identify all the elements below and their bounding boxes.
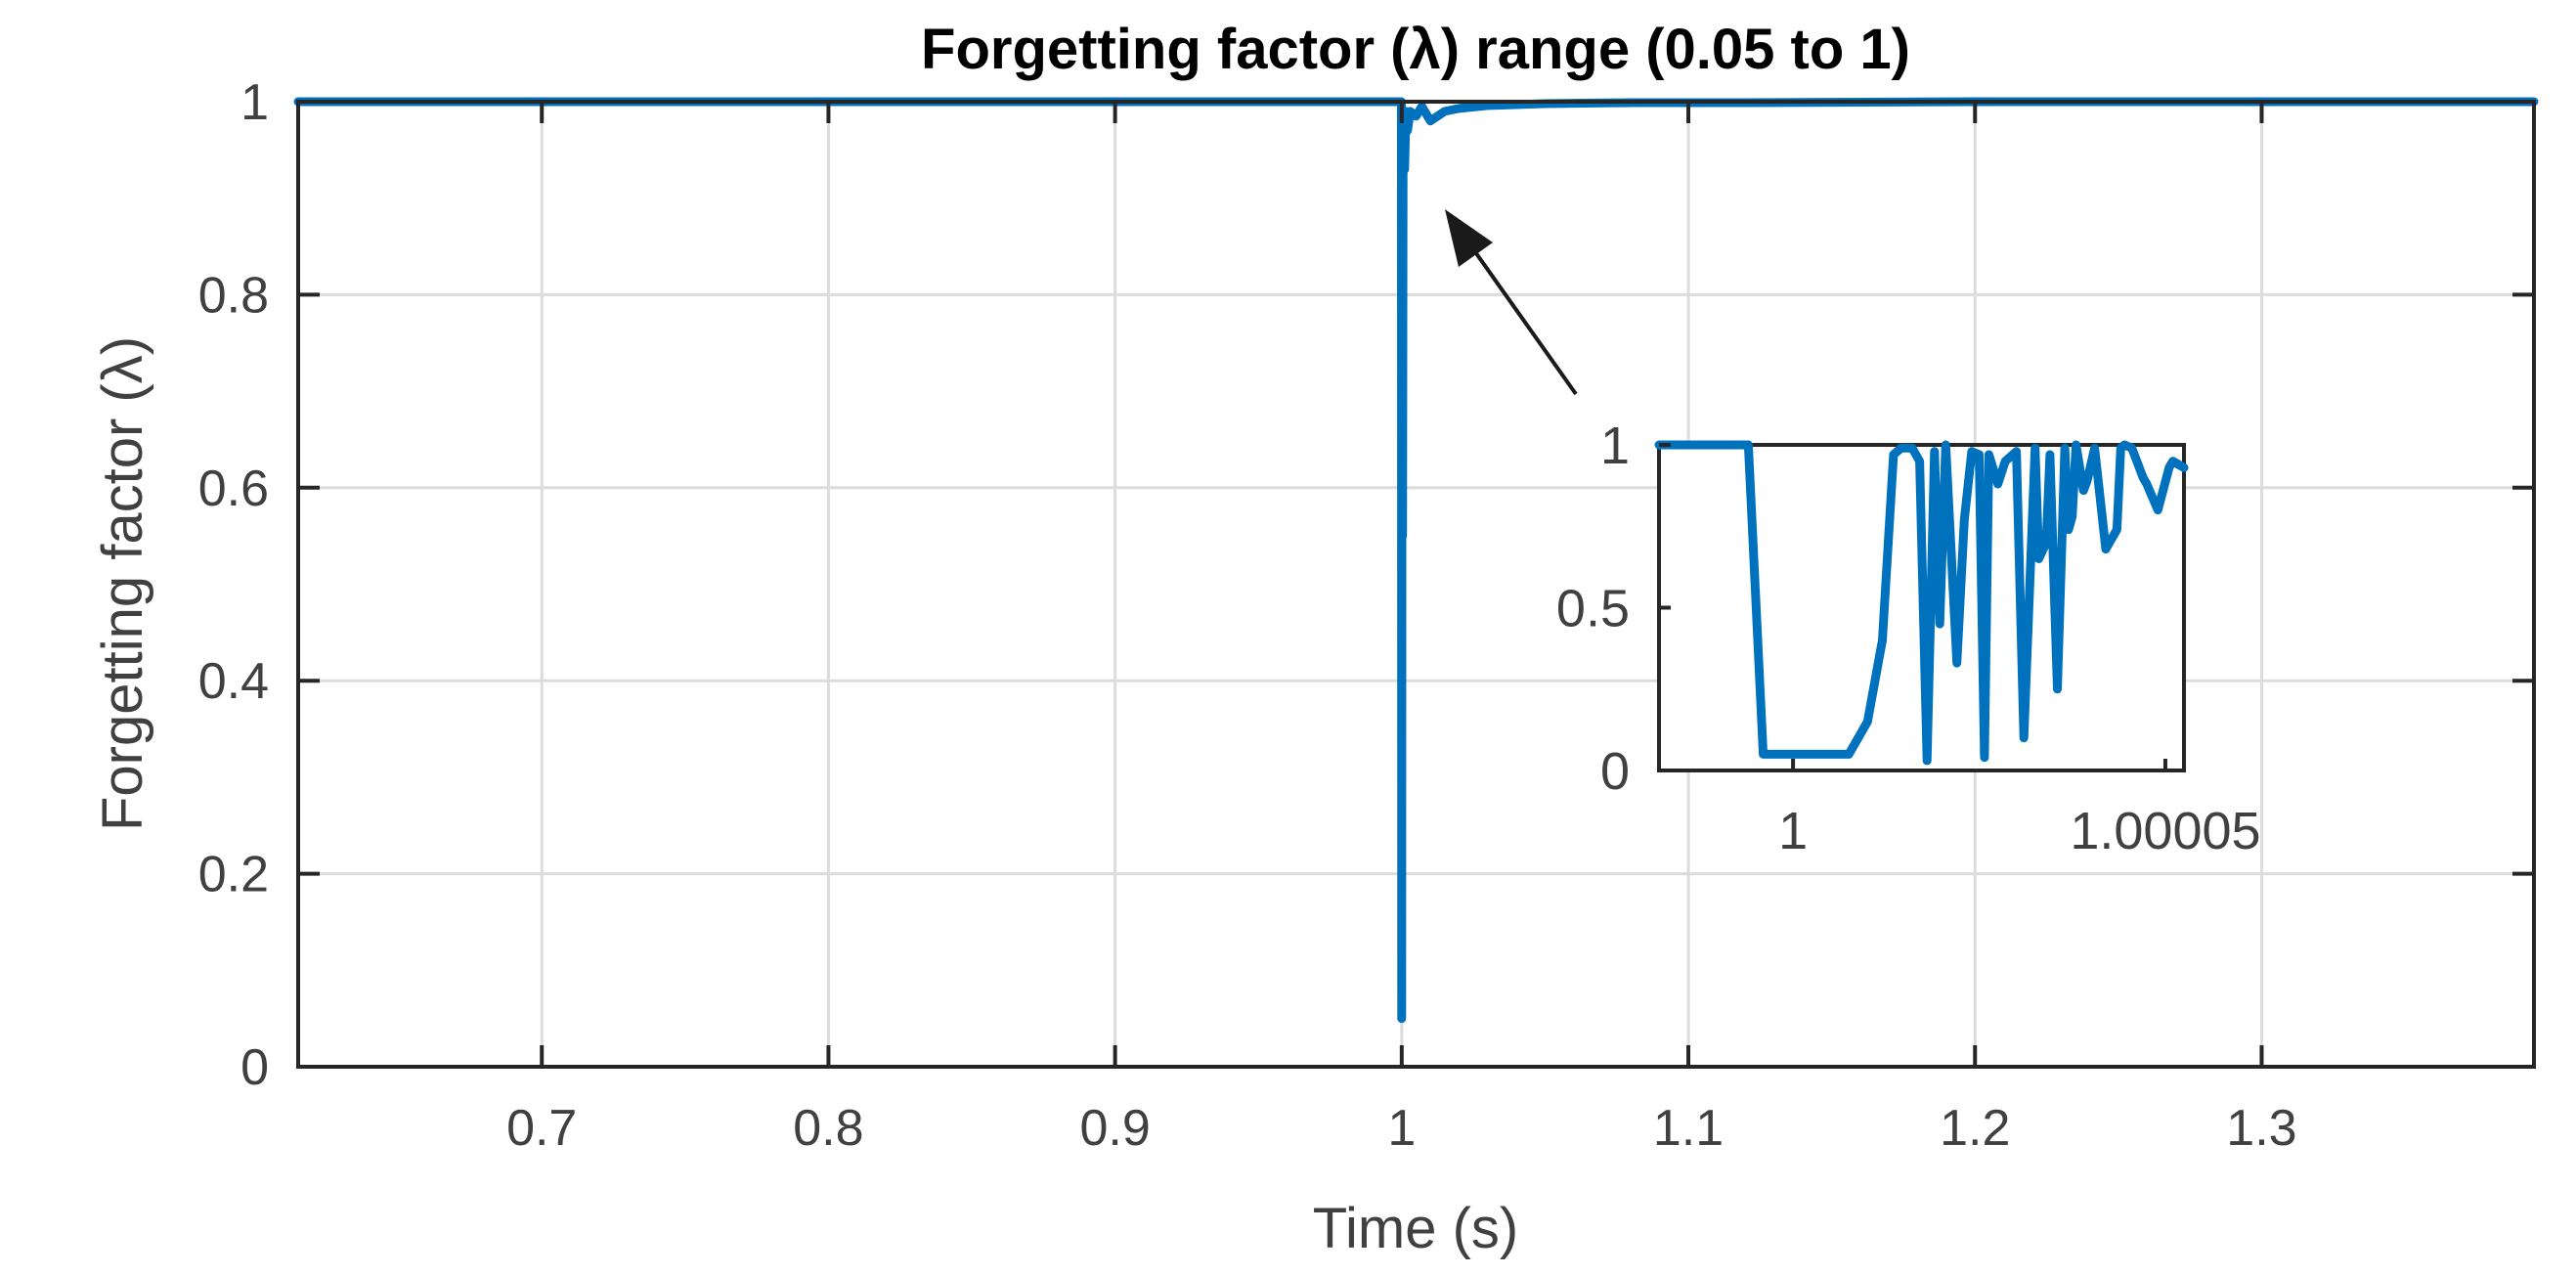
x-axis-label: Time (s) [1313, 1197, 1518, 1260]
main-y-tick-label: 0.8 [198, 267, 269, 324]
inset-y-tick-label: 1 [1600, 417, 1630, 475]
main-x-tick-label: 0.9 [1079, 1100, 1150, 1157]
main-x-tick-label: 1.3 [2226, 1100, 2296, 1157]
main-x-tick-labels: 0.7 0.8 0.9 1 1.1 1.2 1.3 [506, 1100, 2297, 1157]
main-y-tick-label: 1 [240, 74, 269, 131]
inset-y-tick-label: 0.5 [1556, 580, 1630, 638]
inset-ticks [1659, 443, 2167, 772]
annotation-arrow-head [1445, 209, 1493, 267]
inset-y-tick-label: 0 [1600, 742, 1630, 801]
main-axes-box [296, 100, 2536, 1069]
annotation-arrow-shaft [1464, 238, 1578, 396]
main-y-tick-label: 0 [240, 1039, 269, 1096]
main-y-tick-label: 0.6 [198, 461, 269, 517]
main-y-tick-label: 0.2 [198, 847, 269, 903]
inset-series-line-layer [1654, 440, 2189, 766]
chart-title: Forgetting factor (λ) range (0.05 to 1) [921, 18, 1910, 81]
inset-series-line [1654, 440, 2189, 766]
main-ticks [298, 100, 2534, 1069]
inset-x-tick-label: 1 [1778, 802, 1808, 860]
inset-y-tick-labels: 00.51 [1556, 417, 1630, 801]
main-x-tick-label: 1.1 [1653, 1100, 1724, 1157]
main-y-tick-label: 0.4 [198, 653, 269, 710]
main-x-tick-label: 0.8 [793, 1100, 863, 1157]
y-axis-label: Forgetting factor (λ) [91, 336, 154, 831]
main-x-tick-label: 1.2 [1940, 1100, 2010, 1157]
main-x-tick-label: 0.7 [506, 1100, 577, 1157]
main-x-tick-label: 1 [1387, 1100, 1416, 1157]
inset-x-tick-label: 1.00005 [2070, 802, 2260, 860]
main-y-tick-labels: 0 0.2 0.4 0.6 0.8 1 [198, 74, 269, 1096]
inset-x-tick-labels: 1 1.00005 [1778, 802, 2260, 860]
